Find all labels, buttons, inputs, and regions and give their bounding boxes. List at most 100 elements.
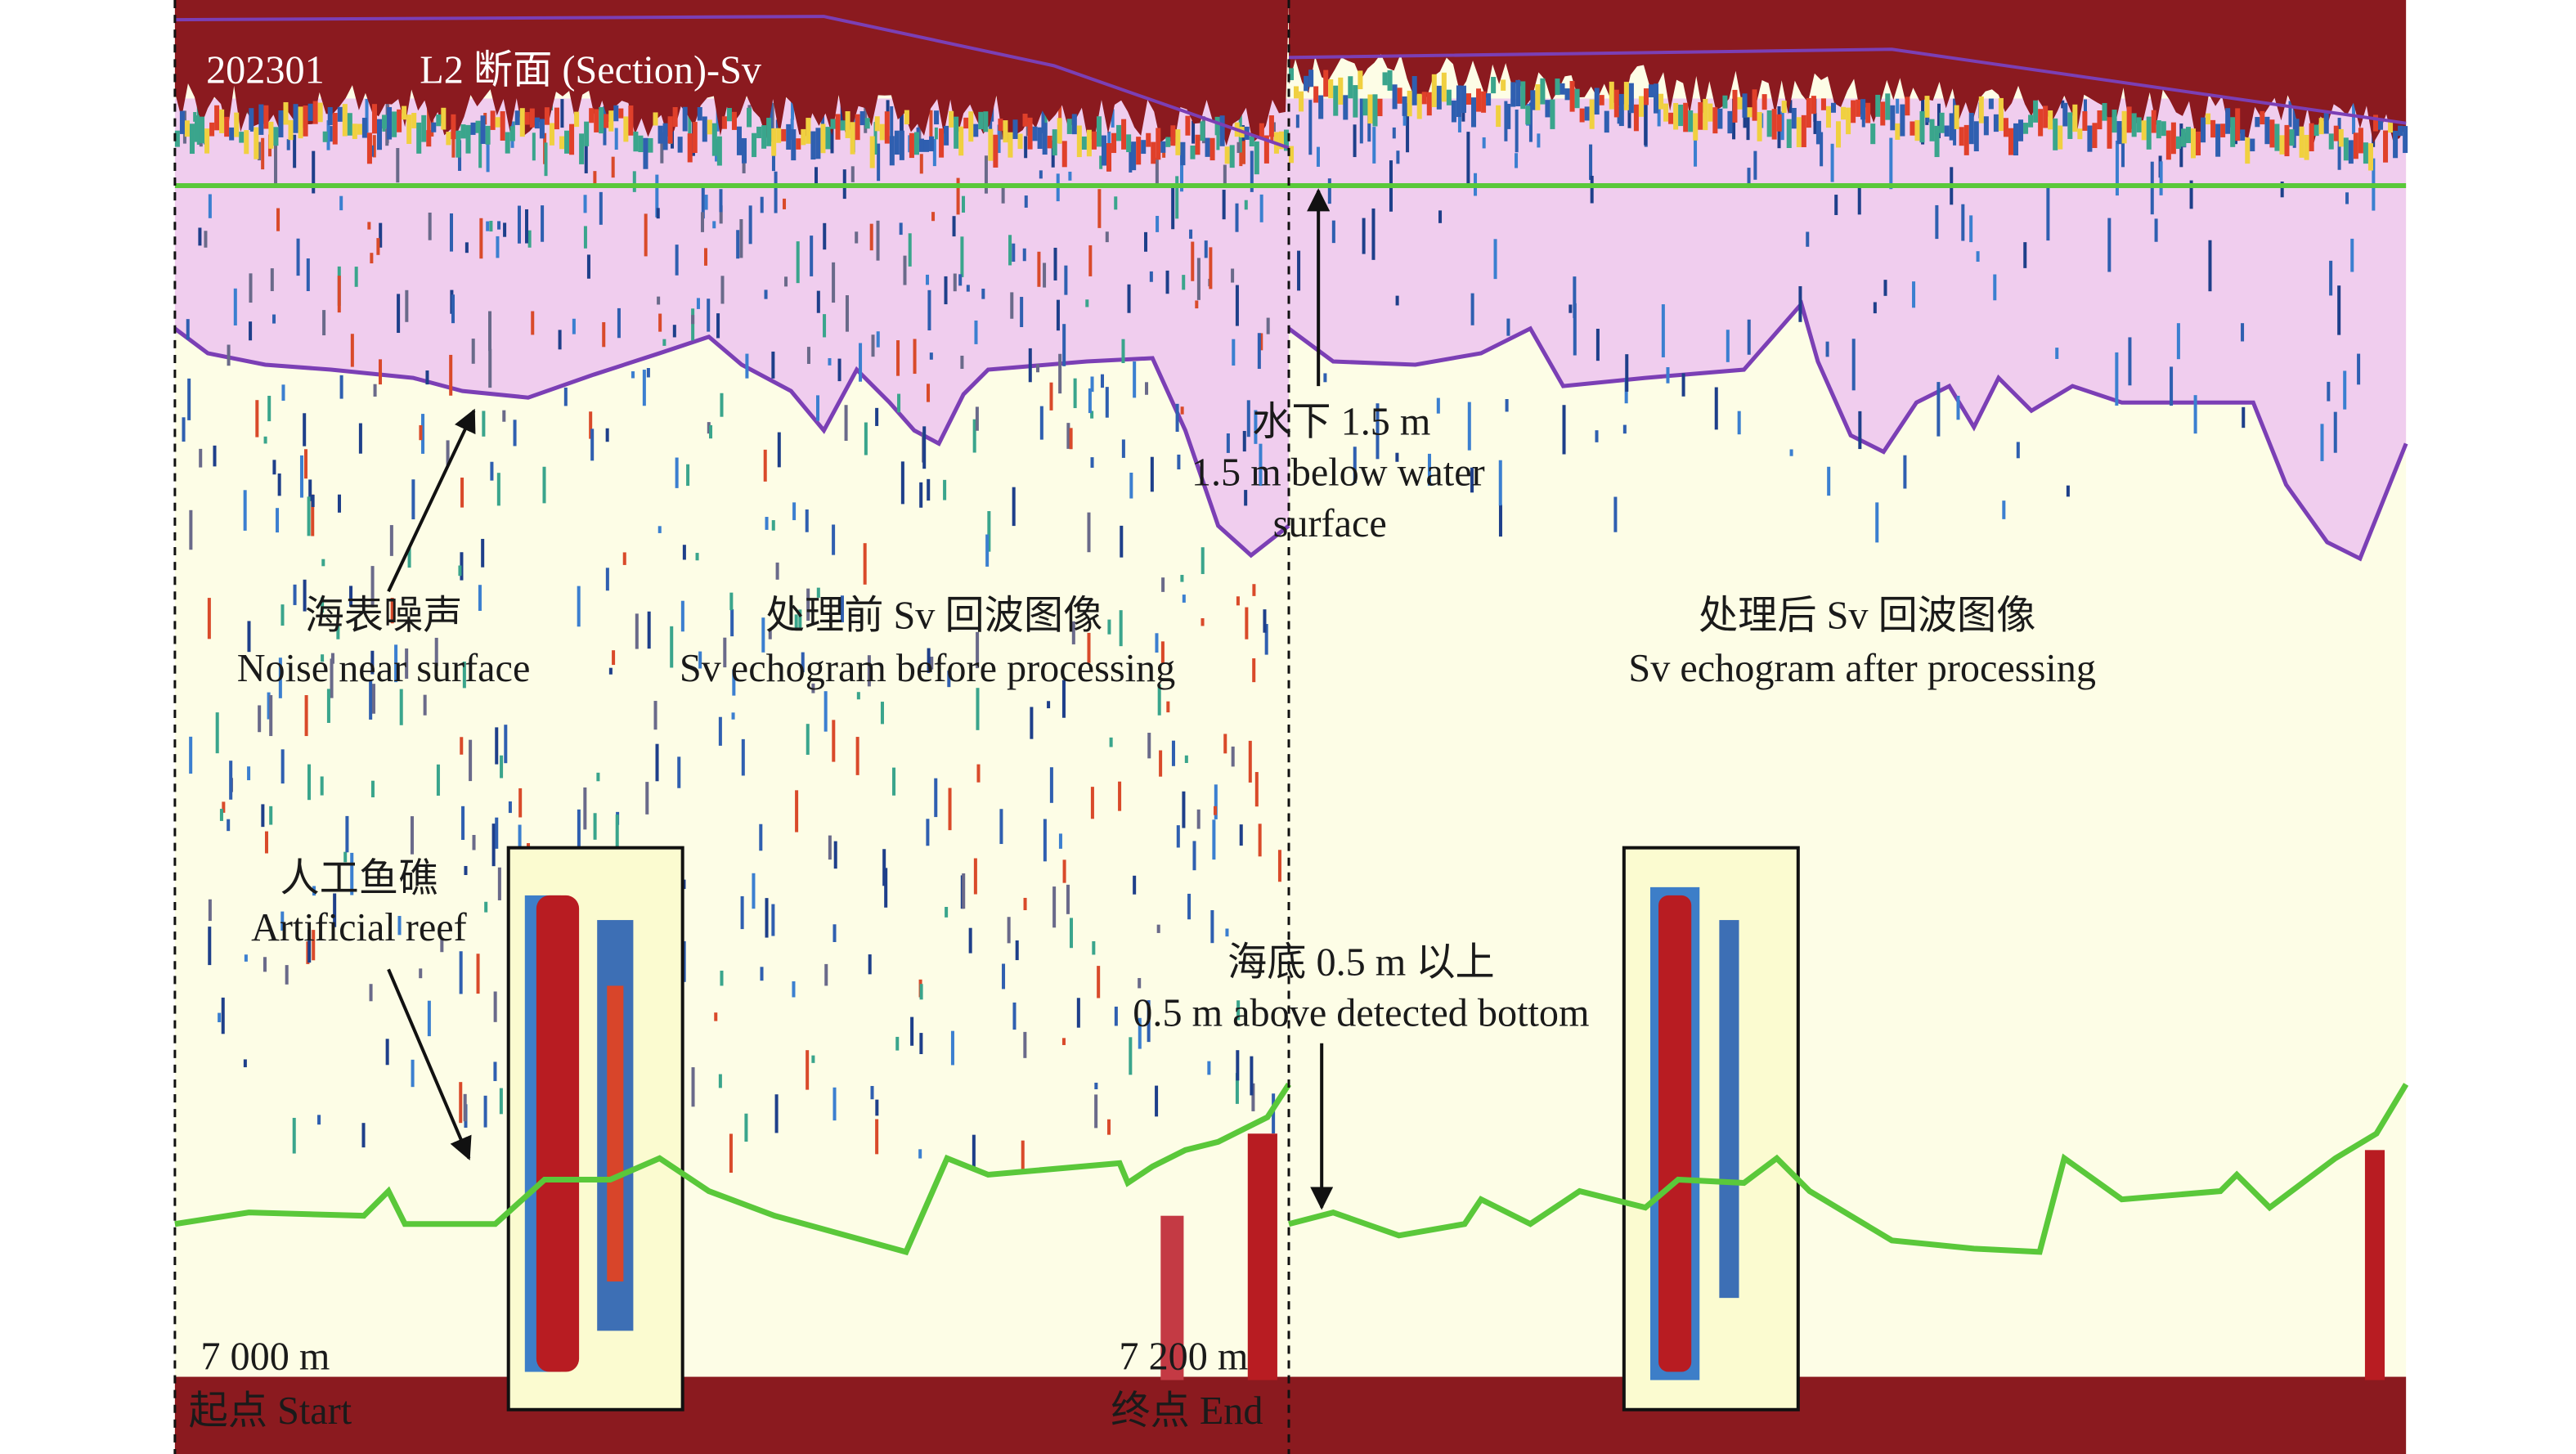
echo-speck bbox=[257, 141, 261, 161]
surface-band-edge bbox=[1131, 141, 1137, 171]
surface-band-edge bbox=[2067, 112, 2073, 139]
echo-speck bbox=[1622, 424, 1627, 434]
echo-speck bbox=[927, 289, 931, 331]
echo-speck bbox=[1883, 280, 1887, 296]
echo-speck bbox=[824, 963, 828, 986]
echo-speck bbox=[488, 348, 492, 388]
echo-speck bbox=[850, 166, 855, 182]
surface-band-fill bbox=[174, 0, 1290, 146]
echo-speck bbox=[1214, 784, 1218, 819]
echo-speck bbox=[1073, 378, 1077, 409]
echo-speck bbox=[617, 307, 621, 339]
surface-band-edge bbox=[1086, 129, 1092, 157]
surface-band-edge bbox=[2235, 108, 2241, 141]
echo-speck bbox=[489, 221, 493, 232]
echo-speck bbox=[985, 534, 990, 567]
echo-speck bbox=[833, 841, 837, 869]
surface-band-edge bbox=[1446, 89, 1452, 105]
surface-band-edge bbox=[623, 116, 629, 142]
echo-speck bbox=[370, 566, 375, 608]
surface-band-edge bbox=[1392, 84, 1398, 110]
surface-band-edge bbox=[2383, 130, 2389, 163]
surface-band-edge bbox=[1259, 123, 1264, 138]
surface-band-edge bbox=[2190, 128, 2196, 159]
surface-band-edge bbox=[2116, 121, 2122, 145]
echo-speck bbox=[645, 782, 649, 815]
echo-speck bbox=[394, 644, 398, 683]
surface-band-edge bbox=[2126, 106, 2132, 133]
echo-speck bbox=[720, 393, 724, 417]
echo-speck bbox=[1094, 1082, 1098, 1089]
echo-speck bbox=[1266, 317, 1270, 334]
reef-echo bbox=[607, 985, 624, 1282]
echo-speck bbox=[182, 417, 186, 442]
surface-band-edge bbox=[1268, 115, 1274, 137]
echo-speck bbox=[1231, 746, 1235, 767]
echo-speck bbox=[1327, 178, 1331, 204]
surface-band-edge bbox=[781, 128, 787, 141]
echo-speck bbox=[972, 1134, 976, 1170]
echo-speck bbox=[2176, 323, 2180, 360]
surface-band-edge bbox=[2372, 114, 2378, 132]
echo-speck bbox=[1993, 274, 1997, 301]
surface-band-edge bbox=[1860, 99, 1866, 120]
echo-speck bbox=[1127, 284, 1131, 313]
surface-band-edge bbox=[1372, 94, 1378, 127]
figure-id: 202301 bbox=[206, 48, 325, 92]
echo-speck bbox=[919, 482, 923, 508]
echo-speck bbox=[286, 139, 290, 150]
surface-band-edge bbox=[653, 112, 658, 126]
echo-speck bbox=[899, 222, 903, 236]
echo-speck bbox=[997, 124, 1001, 154]
surface-band-edge bbox=[1106, 142, 1112, 172]
surface-band-edge bbox=[1008, 132, 1013, 158]
echo-speck bbox=[1498, 460, 1502, 506]
echo-speck bbox=[577, 586, 581, 627]
echo-speck bbox=[1023, 1031, 1027, 1058]
echo-speck bbox=[875, 407, 879, 426]
echo-speck bbox=[500, 755, 504, 779]
echo-speck bbox=[631, 371, 635, 379]
echo-speck bbox=[1789, 449, 1793, 456]
surface-band-edge bbox=[909, 132, 914, 159]
surface-band-edge bbox=[2388, 122, 2394, 133]
surface-band-edge bbox=[594, 109, 599, 132]
echo-speck bbox=[1746, 105, 1750, 141]
surface-band-edge bbox=[2220, 123, 2226, 137]
echo-speck bbox=[267, 395, 272, 422]
surface-band-edge bbox=[864, 118, 870, 129]
echo-speck bbox=[277, 473, 281, 496]
echo-speck bbox=[796, 241, 800, 284]
echo-speck bbox=[1457, 112, 1461, 132]
echo-speck bbox=[270, 268, 274, 292]
echo-speck bbox=[2107, 218, 2112, 272]
echo-speck bbox=[1099, 155, 1103, 169]
echo-speck bbox=[903, 255, 907, 285]
surface-band-edge bbox=[2230, 117, 2236, 147]
surface-band-edge bbox=[451, 114, 456, 140]
surface-band-edge bbox=[347, 113, 352, 136]
echo-speck bbox=[312, 930, 316, 961]
surface-band-edge bbox=[2003, 118, 2008, 137]
echo-speck bbox=[1788, 100, 1793, 114]
surface-band-edge bbox=[2062, 102, 2068, 127]
echo-speck bbox=[1076, 998, 1080, 1028]
surface-band-edge bbox=[1431, 74, 1437, 107]
echo-speck bbox=[1155, 633, 1159, 653]
surface-band-edge bbox=[1732, 89, 1738, 123]
surface-band-edge bbox=[1722, 95, 1728, 109]
surface-band-edge bbox=[239, 132, 245, 143]
echo-speck bbox=[1107, 619, 1111, 635]
surface-band-edge bbox=[2328, 133, 2334, 150]
surface-band-edge bbox=[470, 122, 476, 135]
surface-band-edge bbox=[1081, 136, 1087, 150]
echo-speck bbox=[460, 737, 464, 755]
echo-speck bbox=[1180, 406, 1184, 415]
echo-speck bbox=[1147, 733, 1151, 759]
echo-speck bbox=[900, 109, 904, 143]
echo-speck bbox=[1505, 398, 1509, 412]
echo-speck bbox=[1087, 512, 1091, 553]
echo-speck bbox=[1062, 324, 1066, 366]
surface-band-edge bbox=[2348, 140, 2354, 164]
